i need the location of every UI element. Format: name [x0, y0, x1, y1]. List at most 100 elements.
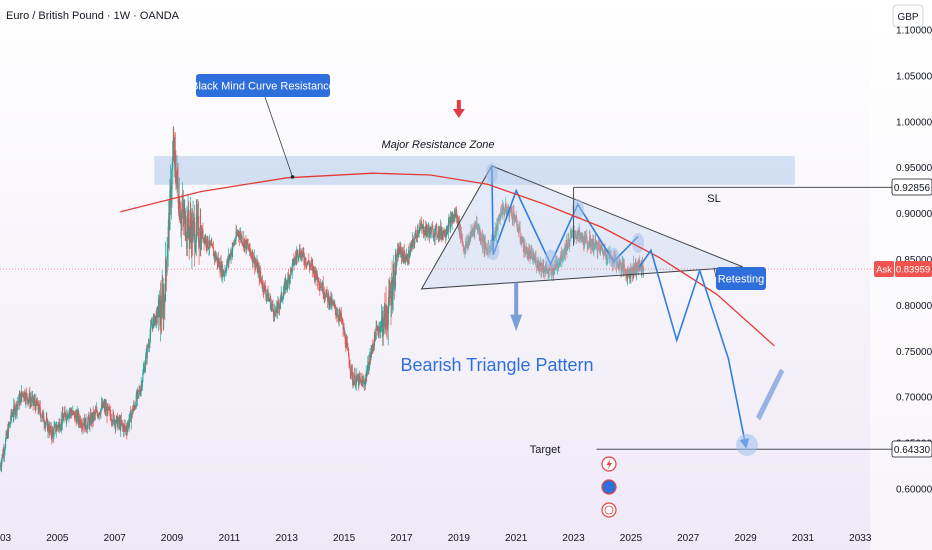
- candle-body: [427, 227, 430, 231]
- candle-body: [302, 250, 304, 254]
- candle-body: [400, 249, 403, 258]
- candle-body: [542, 266, 544, 272]
- curve-callout-box[interactable]: [196, 74, 330, 97]
- candle-body: [380, 321, 382, 328]
- candle-body: [254, 256, 256, 268]
- candle-body: [154, 318, 156, 326]
- candle-body: [394, 286, 396, 288]
- candle-body: [447, 222, 449, 233]
- candle-body: [44, 424, 46, 427]
- candle-body: [530, 251, 532, 259]
- candle-body: [499, 218, 501, 220]
- candle-body: [618, 265, 620, 269]
- candle-body: [329, 296, 331, 305]
- earnings-event-icon[interactable]: [601, 502, 617, 518]
- candle-body: [341, 320, 344, 322]
- y-tick-label: 0.80000: [896, 301, 932, 312]
- candle-body: [360, 378, 362, 381]
- candle-body: [21, 391, 23, 395]
- candle-body: [297, 256, 299, 258]
- projection-path[interactable]: [638, 248, 750, 449]
- curve-label-leader: [264, 96, 293, 178]
- candle-body: [593, 243, 596, 249]
- candle-body: [389, 291, 391, 298]
- candle-body: [201, 229, 203, 237]
- candle-body: [595, 239, 597, 245]
- candle-body: [352, 379, 355, 385]
- candle-body: [89, 417, 91, 426]
- candle-body: [459, 224, 462, 239]
- candle-body: [468, 238, 470, 244]
- candle-body: [378, 326, 381, 330]
- candle-body: [135, 406, 137, 408]
- candle-body: [642, 266, 644, 271]
- candle-body: [371, 346, 373, 353]
- candle-body: [421, 225, 424, 229]
- candle-body: [157, 310, 159, 318]
- candle-body: [228, 256, 231, 260]
- candle-body: [466, 241, 468, 248]
- candle-body: [382, 317, 384, 336]
- candle-body: [570, 234, 572, 235]
- candle-body: [435, 226, 437, 228]
- curve-resistance-line[interactable]: [120, 172, 775, 347]
- candle-body: [539, 262, 542, 267]
- touch-point-marker: [544, 249, 557, 270]
- candle-body: [99, 412, 101, 414]
- candle-body: [475, 223, 478, 224]
- candle-body: [27, 398, 29, 403]
- candle-body: [424, 227, 426, 235]
- candle-body: [309, 265, 311, 268]
- candle-body: [87, 422, 89, 429]
- candle-body: [226, 264, 228, 271]
- candle-body: [413, 242, 415, 245]
- candle-body: [547, 270, 549, 273]
- candle-body: [115, 416, 117, 423]
- candle-body: [142, 373, 144, 382]
- candle-body: [395, 253, 397, 268]
- candle-body: [624, 269, 626, 274]
- candle-body: [9, 422, 11, 424]
- candle-body: [603, 251, 605, 256]
- candle-body: [331, 300, 333, 306]
- candle-body: [118, 418, 120, 422]
- candle-body: [471, 231, 473, 232]
- candle-body: [514, 217, 516, 222]
- candle-body: [385, 305, 387, 317]
- candle-body: [169, 189, 171, 230]
- candle-body: [203, 237, 205, 243]
- candle-body: [403, 250, 405, 261]
- retest-callout-box[interactable]: [716, 267, 766, 290]
- candle-body: [412, 239, 414, 248]
- lightning-event-icon[interactable]: [601, 456, 617, 472]
- candle-body: [465, 244, 467, 248]
- candle-body: [260, 278, 263, 284]
- candle-body: [58, 422, 60, 424]
- currency-button[interactable]: [892, 4, 924, 28]
- candle-body: [129, 412, 131, 415]
- candle-body: [434, 228, 436, 238]
- triangle-pattern[interactable]: [420, 165, 743, 290]
- dividend-event-icon[interactable]: [601, 479, 617, 495]
- candle-body: [126, 427, 128, 433]
- candle-body: [513, 212, 515, 222]
- candle-body: [55, 424, 57, 432]
- candle-body: [338, 317, 340, 320]
- candle-body: [45, 419, 47, 423]
- candle-body: [328, 303, 330, 306]
- candle-body: [518, 227, 520, 231]
- candle-body: [137, 390, 139, 392]
- y-tick-label: 0.95000: [896, 163, 932, 174]
- candle-body: [218, 261, 220, 265]
- candle-body: [559, 258, 561, 262]
- resistance-zone[interactable]: [154, 156, 795, 185]
- candle-body: [213, 252, 215, 257]
- candle-body: [73, 411, 76, 419]
- candle-body: [467, 242, 469, 246]
- candle-body: [605, 252, 607, 256]
- candle-body: [285, 281, 287, 291]
- candle-body: [546, 266, 548, 270]
- candle-body: [223, 273, 226, 275]
- candle-body: [402, 255, 404, 261]
